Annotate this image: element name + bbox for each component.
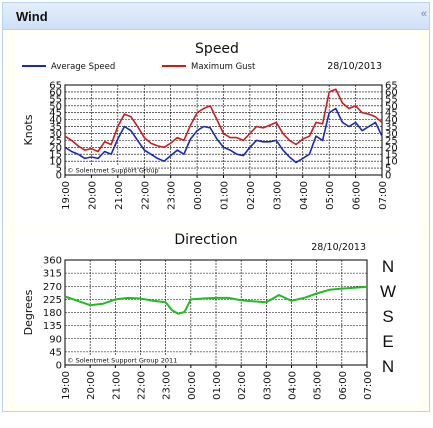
y-tick-label: 0 — [56, 361, 62, 372]
y-tick-label-right: 60 — [385, 87, 398, 98]
x-tick-label: 05:00 — [325, 181, 336, 210]
y-tick-label: 225 — [43, 295, 62, 306]
y-tick-label: 35 — [49, 122, 62, 133]
legend-label-0: Average Speed — [51, 62, 115, 72]
y-tick-label-right: 50 — [385, 101, 398, 112]
y-tick-label: 315 — [43, 269, 62, 280]
copyright-label: © Solentmet Support Group 2011 — [67, 357, 177, 365]
x-tick-label: 00:00 — [193, 181, 204, 210]
x-tick-label: 23:00 — [162, 371, 173, 400]
x-tick-label: 22:00 — [140, 181, 151, 210]
direction-chart: Direction 28/10/2013 19:00 20:00 21:00 22:00 2… — [14, 228, 420, 406]
compass-label: N — [382, 257, 394, 276]
y-tick-label-right: 0 — [385, 171, 391, 182]
y-tick-label: 45 — [49, 347, 62, 358]
x-tick-label: 20:00 — [86, 371, 97, 400]
y-tick-label: 270 — [43, 282, 62, 293]
y-tick-label: 55 — [49, 94, 62, 105]
x-tick-label: 07:00 — [378, 181, 389, 210]
copyright-bg — [66, 356, 196, 364]
y-tick-label-right: 40 — [385, 115, 398, 126]
speed-chart: Speed 28/10/2013 19:00 20:00 21:00 22:00 23:00… — [14, 36, 420, 226]
x-tick-label: 04:00 — [288, 371, 299, 400]
compass-label: E — [382, 332, 393, 351]
x-tick-label: 02:00 — [246, 181, 257, 210]
x-tick-label: 04:00 — [299, 181, 310, 210]
compass-label: S — [382, 307, 393, 326]
x-tick-label: 21:00 — [114, 181, 125, 210]
y-tick-label: 20 — [49, 143, 62, 154]
wind-panel: Wind « Speed 28/10/2013 19:00 20:00 21:00 22:… — [2, 2, 430, 412]
y-tick-label-right: 20 — [385, 143, 398, 154]
y-tick-label-right: 15 — [385, 150, 398, 161]
x-tick-label: 23:00 — [167, 181, 178, 210]
y-axis-label: Degrees — [22, 289, 35, 335]
x-tick-label: 19:00 — [61, 181, 72, 210]
x-tick-label: 06:00 — [352, 181, 363, 210]
x-tick-label: 20:00 — [87, 181, 98, 210]
y-tick-label: 45 — [49, 108, 62, 119]
y-tick-label: 65 — [49, 81, 62, 92]
y-tick-label-right: 45 — [385, 108, 398, 119]
copyright-label: © Solentmet Support Group — [67, 167, 159, 175]
x-tick-label: 02:00 — [237, 371, 248, 400]
x-tick-label: 05:00 — [313, 371, 324, 400]
y-tick-label: 10 — [49, 157, 62, 168]
x-tick-label: 21:00 — [111, 371, 122, 400]
y-axis-label: Knots — [22, 114, 35, 145]
speed-chart-svg: Speed 28/10/2013 19:00 20:00 21:00 22:00 23:00… — [22, 41, 398, 210]
panel-header: Wind « — [3, 3, 429, 30]
series-line-0 — [64, 107, 383, 164]
y-tick-label: 40 — [49, 115, 62, 126]
y-tick-label: 0 — [56, 171, 62, 182]
y-tick-label-right: 5 — [385, 164, 391, 175]
y-tick-label-right: 30 — [385, 129, 398, 140]
y-tick-label: 50 — [49, 101, 62, 112]
x-tick-label: 03:00 — [272, 181, 283, 210]
x-tick-label: 07:00 — [363, 371, 374, 400]
y-tick-label: 180 — [43, 308, 62, 319]
y-tick-label: 30 — [49, 129, 62, 140]
x-tick-label: 22:00 — [137, 371, 148, 400]
series-line-1 — [64, 88, 383, 153]
chart-title: Speed — [195, 41, 239, 57]
x-tick-label: 01:00 — [212, 371, 223, 400]
x-tick-label: 03:00 — [262, 371, 273, 400]
series-line-0 — [64, 285, 368, 315]
panel-title: Wind — [16, 9, 48, 24]
y-tick-label: 25 — [49, 136, 62, 147]
chart-title: Direction — [174, 232, 237, 248]
copyright-bg — [66, 166, 123, 174]
y-tick-label-right: 55 — [385, 94, 398, 105]
x-tick-label: 06:00 — [338, 371, 349, 400]
y-tick-label: 60 — [49, 87, 62, 98]
compass-label: N — [382, 357, 394, 376]
chart-date: 28/10/2013 — [311, 242, 366, 253]
y-tick-label: 135 — [43, 321, 62, 332]
x-tick-label: 01:00 — [220, 181, 231, 210]
legend-label-1: Maximum Gust — [191, 62, 256, 72]
y-tick-label: 360 — [43, 256, 62, 267]
y-tick-label-right: 25 — [385, 136, 398, 147]
y-tick-label: 15 — [49, 150, 62, 161]
y-tick-label: 5 — [56, 164, 62, 175]
y-tick-label-right: 10 — [385, 157, 398, 168]
compass-label: W — [380, 282, 396, 301]
chart-date: 28/10/2013 — [327, 61, 382, 72]
y-tick-label-right: 65 — [385, 81, 398, 92]
x-tick-label: 00:00 — [187, 371, 198, 400]
x-tick-label: 19:00 — [61, 371, 72, 400]
y-tick-label-right: 35 — [385, 122, 398, 133]
direction-chart-svg: Direction 28/10/2013 19:00 20:00 21:00 22:00 2… — [22, 232, 396, 400]
collapse-icon[interactable]: « — [420, 8, 427, 20]
y-tick-label: 90 — [49, 334, 62, 345]
